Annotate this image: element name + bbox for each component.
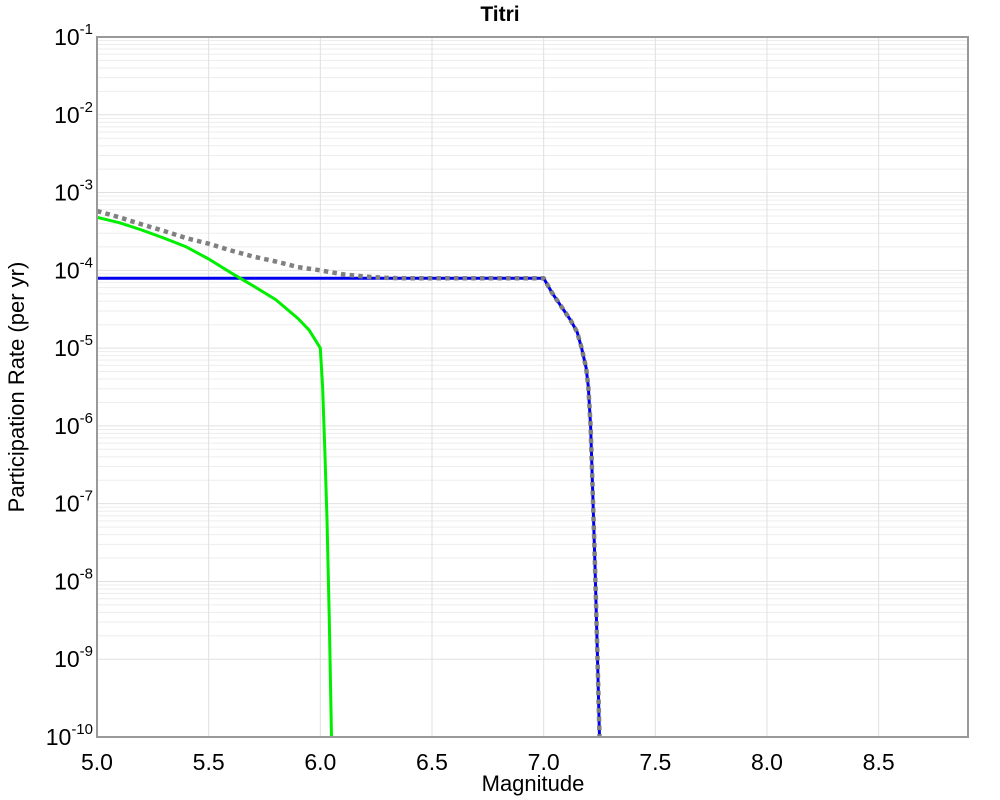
- y-tick-label: 10-7: [54, 488, 93, 517]
- series-path-char-rate-green: [97, 215, 333, 737]
- y-tick-label: 10-9: [54, 643, 93, 672]
- x-tick-label: 8.0: [751, 749, 783, 775]
- x-tick-label: 6.0: [304, 749, 336, 775]
- y-tick-label: 10-1: [54, 21, 93, 50]
- y-tick-label: 10-8: [54, 565, 93, 594]
- x-tick-label: 7.5: [639, 749, 671, 775]
- y-tick-label: 10-5: [54, 332, 93, 361]
- x-tick-label: 7.0: [528, 749, 560, 775]
- y-tick-label: 10-2: [54, 99, 93, 128]
- x-tick-label: 8.5: [863, 749, 895, 775]
- x-tick-label: 5.5: [193, 749, 225, 775]
- x-axis-label: Magnitude: [481, 771, 585, 796]
- y-tick-label: 10-6: [54, 410, 93, 439]
- y-tick-label: 10-3: [54, 177, 93, 206]
- x-tick-label: 6.5: [416, 749, 448, 775]
- y-tick-label: 10-10: [46, 721, 93, 750]
- y-tick-label: 10-4: [54, 254, 93, 283]
- plot-frame: [96, 36, 969, 738]
- y-axis-label: Participation Rate (per yr): [4, 261, 29, 513]
- x-tick-label: 5.0: [81, 749, 113, 775]
- chart-title: Titri: [480, 3, 520, 26]
- series-path-gr-rate-gray-dotted: [97, 208, 602, 737]
